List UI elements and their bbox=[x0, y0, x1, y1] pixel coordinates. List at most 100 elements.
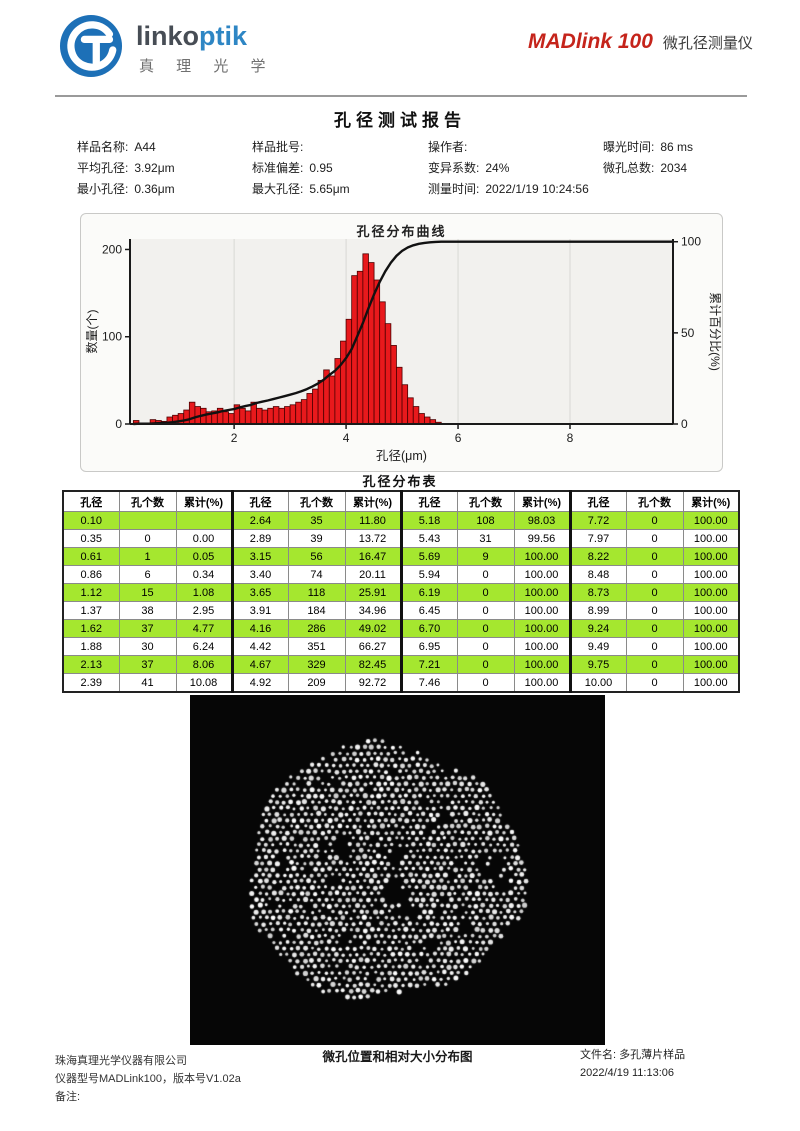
footer-filename: 文件名: 多孔薄片样品 bbox=[580, 1049, 686, 1061]
info-field: 样品名称: A44 bbox=[77, 140, 252, 155]
table-cell: 100.00 bbox=[513, 601, 571, 620]
table-cell: 0 bbox=[456, 565, 515, 584]
table-cell: 66.27 bbox=[344, 637, 402, 656]
table-row: 0.35 0 0.00 2.89 39 13.72 5.43 31 99.56 7.97 0 100.… bbox=[62, 529, 740, 548]
info-label: 操作者: bbox=[428, 140, 468, 154]
table-cell: 10.00 bbox=[568, 673, 627, 693]
info-value: 0.95 bbox=[309, 161, 333, 175]
table-row: 1.62 37 4.77 4.16 286 49.02 6.70 0 100.00 9.24 0 10… bbox=[62, 619, 740, 638]
table-cell: 100.00 bbox=[682, 655, 740, 674]
table-cell: 39 bbox=[287, 529, 346, 548]
table-cell: 5.18 bbox=[399, 511, 458, 530]
table-cell: 0.86 bbox=[62, 565, 120, 584]
brand-name-blue: ptik bbox=[199, 21, 248, 51]
info-value: 86 ms bbox=[660, 140, 694, 154]
info-grid: 样品名称: A44 样品批号: 操作者: 曝光时间: 86 ms 平均孔径: 3.92μm 标准… bbox=[77, 140, 742, 197]
table-cell: 5.43 bbox=[399, 529, 458, 548]
table-cell: 37 bbox=[118, 619, 177, 638]
info-value: 5.65μm bbox=[309, 182, 350, 196]
table-cell: 30 bbox=[118, 637, 177, 656]
table-cell: 286 bbox=[287, 619, 346, 638]
product-block: MADlink 100 微孔径测量仪 bbox=[528, 30, 753, 54]
table-cell: 6.45 bbox=[399, 601, 458, 620]
table-cell: 74 bbox=[287, 565, 346, 584]
table-cell: 329 bbox=[287, 655, 346, 674]
table-cell: 0.05 bbox=[175, 547, 233, 566]
column-header: 累计(%) bbox=[682, 490, 740, 512]
table-cell: 7.72 bbox=[568, 511, 627, 530]
info-label: 标准偏差: bbox=[252, 161, 304, 175]
table-cell: 6.70 bbox=[399, 619, 458, 638]
svg-text:孔径(μm): 孔径(μm) bbox=[376, 449, 427, 463]
footer-right-block: 文件名: 多孔薄片样品 2022/4/19 11:13:06 bbox=[580, 1046, 685, 1082]
table-row: 0.86 6 0.34 3.40 74 20.11 5.94 0 100.00 8.48 0 100.… bbox=[62, 565, 740, 584]
table-cell: 100.00 bbox=[682, 583, 740, 602]
table-cell: 0 bbox=[625, 673, 684, 693]
table-cell: 10.08 bbox=[175, 673, 233, 693]
svg-text:0: 0 bbox=[115, 417, 122, 431]
table-cell: 2.89 bbox=[230, 529, 289, 548]
table-cell: 2.64 bbox=[230, 511, 289, 530]
table-cell: 99.56 bbox=[513, 529, 571, 548]
table-cell: 9 bbox=[456, 547, 515, 566]
table-cell: 15 bbox=[118, 583, 177, 602]
table-cell: 0 bbox=[625, 655, 684, 674]
column-header: 累计(%) bbox=[175, 490, 233, 512]
table-cell: 0 bbox=[456, 655, 515, 674]
table-cell: 351 bbox=[287, 637, 346, 656]
distribution-chart-panel: 0 100 200 0 50 100 2 4 6 8 数量(个) 累计百分比(%) 孔径(μm) 孔径分… bbox=[80, 213, 723, 472]
table-cell: 8.22 bbox=[568, 547, 627, 566]
table-cell: 2.13 bbox=[62, 655, 120, 674]
footer-datetime: 2022/4/19 11:13:06 bbox=[580, 1067, 674, 1079]
distribution-table: 孔径 孔个数 累计(%) 孔径 孔个数 累计(%) 孔径 孔个数 累计(%) 孔径 孔个数 累计(%)… bbox=[62, 490, 740, 693]
table-cell: 1.88 bbox=[62, 637, 120, 656]
linkoptik-logo-icon bbox=[59, 14, 123, 78]
svg-text:数量(个): 数量(个) bbox=[84, 310, 99, 354]
svg-text:100: 100 bbox=[681, 235, 701, 249]
info-label: 样品名称: bbox=[77, 140, 129, 154]
table-cell: 1.37 bbox=[62, 601, 120, 620]
table-cell: 6.24 bbox=[175, 637, 233, 656]
table-cell: 209 bbox=[287, 673, 346, 693]
table-cell: 4.92 bbox=[230, 673, 289, 693]
svg-text:累计百分比(%): 累计百分比(%) bbox=[708, 292, 722, 371]
table-cell: 108 bbox=[456, 511, 515, 530]
svg-text:100: 100 bbox=[102, 330, 122, 344]
table-cell: 2.39 bbox=[62, 673, 120, 693]
footer-instrument: 仪器型号MADLink100，版本号V1.02a bbox=[55, 1073, 241, 1085]
table-cell: 100.00 bbox=[513, 655, 571, 674]
column-header: 孔径 bbox=[230, 490, 289, 512]
info-value: 0.36μm bbox=[134, 182, 175, 196]
table-cell: 100.00 bbox=[513, 637, 571, 656]
table-cell: 0 bbox=[625, 601, 684, 620]
table-cell: 100.00 bbox=[513, 583, 571, 602]
table-cell: 3.15 bbox=[230, 547, 289, 566]
svg-text:200: 200 bbox=[102, 242, 122, 256]
info-label: 最小孔径: bbox=[77, 182, 129, 196]
table-cell: 0.35 bbox=[62, 529, 120, 548]
table-cell: 0 bbox=[625, 619, 684, 638]
table-cell: 41 bbox=[118, 673, 177, 693]
table-cell: 0 bbox=[456, 619, 515, 638]
table-row: 1.12 15 1.08 3.65 118 25.91 6.19 0 100.00 8.73 0 10… bbox=[62, 583, 740, 602]
info-field: 微孔总数: 2034 bbox=[603, 161, 742, 176]
info-label: 平均孔径: bbox=[77, 161, 129, 175]
table-cell: 9.75 bbox=[568, 655, 627, 674]
pore-map-caption: 微孔位置和相对大小分布图 bbox=[322, 1050, 473, 1064]
table-cell: 98.03 bbox=[513, 511, 571, 530]
table-cell: 16.47 bbox=[344, 547, 402, 566]
table-cell: 9.49 bbox=[568, 637, 627, 656]
table-cell: 4.77 bbox=[175, 619, 233, 638]
product-subtitle: 微孔径测量仪 bbox=[662, 35, 753, 52]
svg-text:2: 2 bbox=[231, 431, 238, 445]
table-cell bbox=[175, 511, 233, 530]
table-cell: 8.99 bbox=[568, 601, 627, 620]
table-cell: 100.00 bbox=[682, 511, 740, 530]
table-cell: 100.00 bbox=[682, 529, 740, 548]
column-header: 累计(%) bbox=[513, 490, 571, 512]
pore-map-image bbox=[190, 695, 605, 1045]
table-cell: 49.02 bbox=[344, 619, 402, 638]
info-field: 平均孔径: 3.92μm bbox=[77, 161, 252, 176]
info-field: 曝光时间: 86 ms bbox=[603, 140, 742, 155]
pore-size-distribution-chart: 0 100 200 0 50 100 2 4 6 8 数量(个) 累计百分比(%) 孔径(μm) bbox=[84, 235, 722, 463]
